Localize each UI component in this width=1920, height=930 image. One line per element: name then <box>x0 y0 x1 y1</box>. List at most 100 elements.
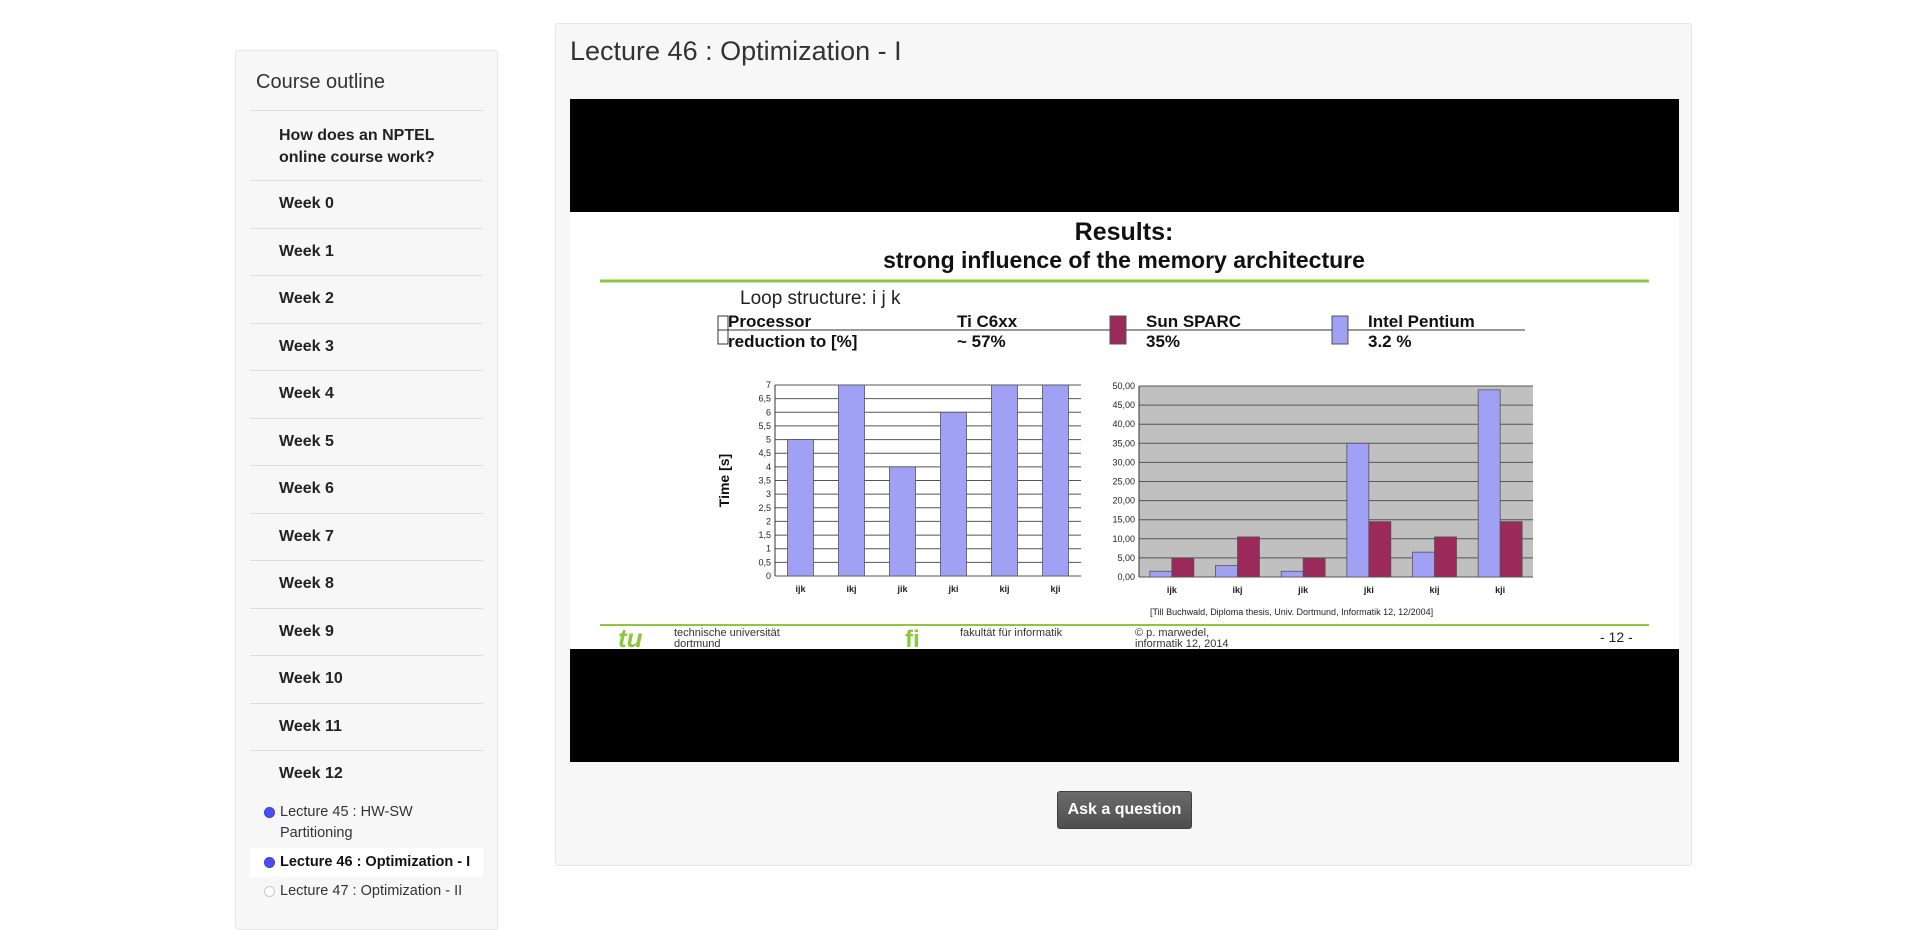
y-tick-label: 0,5 <box>758 557 771 567</box>
bar <box>1237 536 1260 578</box>
ask-question-button[interactable]: Ask a question <box>1057 791 1192 829</box>
sidebar-item-week-8[interactable]: Week 8 <box>250 560 483 608</box>
slide-page-number: - 12 - <box>1600 629 1633 645</box>
y-tick-label: 50,00 <box>1112 381 1135 391</box>
y-tick-label: 2 <box>766 516 771 526</box>
x-tick-label: ijk <box>795 584 806 594</box>
bar <box>1368 521 1392 578</box>
y-tick-label: 3,5 <box>758 476 771 486</box>
y-tick-label: 30,00 <box>1112 457 1135 467</box>
sparc-swatch <box>1109 315 1127 345</box>
slide-title-line2: strong influence of the memory architect… <box>883 247 1365 273</box>
bar <box>1215 565 1238 578</box>
y-tick-label: 15,00 <box>1112 515 1135 525</box>
uni-line2: dortmund <box>674 638 720 649</box>
bar <box>787 439 814 577</box>
footer: tu technische universität dortmund fi fa… <box>618 623 1633 653</box>
pentium-swatch <box>1331 315 1349 345</box>
bar <box>838 384 865 577</box>
x-tick-label: kij <box>999 584 1009 594</box>
y-axis-label: Time [s] <box>716 454 732 507</box>
x-tick-label: jik <box>896 584 908 594</box>
table-sparc-value: 35% <box>1146 332 1180 351</box>
loop-structure-label: Loop structure: i j k <box>740 288 901 309</box>
sidebar-item-week-3[interactable]: Week 3 <box>250 322 483 371</box>
fi-logo: fi <box>905 626 920 649</box>
bar <box>889 466 916 577</box>
y-tick-label: 10,00 <box>1112 534 1135 544</box>
x-tick-label: ikj <box>846 584 856 594</box>
sidebar-item-week-4[interactable]: Week 4 <box>250 370 483 418</box>
video-player[interactable]: Results: strong influence of the memory … <box>570 99 1679 762</box>
bar <box>1042 384 1069 577</box>
sidebar-item-week-11[interactable]: Week 11 <box>250 702 483 751</box>
sidebar-item-week-2[interactable]: Week 2 <box>250 275 483 323</box>
reduction-table: Processor Ti C6xx Sun SPARC Intel Pentiu… <box>717 312 1525 351</box>
x-tick-label: jki <box>947 584 958 594</box>
page-title: Lecture 46 : Optimization - I <box>570 36 902 66</box>
table-pentium-value: 3.2 % <box>1368 332 1411 351</box>
lecture-item-45[interactable]: Lecture 45 : HW-SW Partitioning <box>250 798 483 848</box>
author-line1: © p. marwedel, <box>1135 627 1209 639</box>
table-ti-label: Ti C6xx <box>957 312 1018 331</box>
sidebar-item-week-0[interactable]: Week 0 <box>250 180 483 228</box>
y-tick-label: 6 <box>766 407 771 417</box>
bar <box>1171 557 1195 578</box>
bar <box>940 411 967 577</box>
table-sparc-label: Sun SPARC <box>1146 312 1241 331</box>
lecture-content-panel: Lecture 46 : Optimization - I Results: s… <box>555 23 1692 866</box>
sidebar-item-week-12[interactable]: Week 12 <box>250 750 483 798</box>
bar <box>1477 389 1501 578</box>
y-tick-label: 0,00 <box>1117 572 1135 582</box>
y-tick-label: 7 <box>766 380 771 390</box>
y-tick-label: 3 <box>766 489 771 499</box>
y-tick-label: 25,00 <box>1112 477 1135 487</box>
y-tick-label: 45,00 <box>1112 400 1135 410</box>
lecture-item-46[interactable]: Lecture 46 : Optimization - I <box>250 847 483 877</box>
y-tick-label: 5,5 <box>758 421 771 431</box>
lecture-item-47[interactable]: Lecture 47 : Optimization - II <box>250 877 483 906</box>
x-tick-label: jik <box>1297 585 1309 595</box>
lecture-label: Lecture 45 : HW-SW Partitioning <box>280 803 413 841</box>
y-tick-label: 1,5 <box>758 530 771 540</box>
sidebar-item-week-7[interactable]: Week 7 <box>250 512 483 561</box>
table-ti-value: ~ 57% <box>957 332 1006 351</box>
y-tick-label: 4,5 <box>758 448 771 458</box>
y-tick-label: 35,00 <box>1112 438 1135 448</box>
bar <box>1302 557 1326 578</box>
lecture-slide: Results: strong influence of the memory … <box>570 212 1679 653</box>
y-tick-label: 6,5 <box>758 394 771 404</box>
table-reduction-label: reduction to [%] <box>728 332 857 351</box>
y-tick-label: 2,5 <box>758 503 771 513</box>
slide-canvas: Results: strong influence of the memory … <box>600 218 1649 653</box>
sidebar-item-how-it-works[interactable]: How does an NPTEL online course work? <box>250 110 483 180</box>
sidebar-item-week-5[interactable]: Week 5 <box>250 417 483 466</box>
bar <box>1346 442 1370 578</box>
visited-dot-icon <box>264 806 275 818</box>
bar <box>1149 570 1173 578</box>
x-tick-label: kji <box>1050 584 1060 594</box>
x-tick-label: ijk <box>1167 585 1178 595</box>
y-tick-label: 4 <box>766 462 771 472</box>
y-tick-label: 1 <box>766 544 771 554</box>
bar <box>1412 551 1435 578</box>
uni-line1: technische universität <box>674 627 780 639</box>
bar <box>1434 536 1457 578</box>
x-tick-label: jki <box>1363 585 1374 595</box>
bar <box>991 384 1018 577</box>
slide-title-line1: Results: <box>1075 218 1174 246</box>
y-tick-label: 40,00 <box>1112 419 1135 429</box>
y-tick-label: 5,00 <box>1117 553 1135 563</box>
y-tick-label: 0 <box>766 571 771 581</box>
tu-logo: tu <box>618 623 643 649</box>
sidebar-item-week-6[interactable]: Week 6 <box>250 465 483 513</box>
bar <box>1280 570 1304 578</box>
table-processor-label: Processor <box>728 312 812 331</box>
sidebar-item-week-9[interactable]: Week 9 <box>250 607 483 656</box>
y-tick-label: 5 <box>766 435 771 445</box>
reduction-bar-chart: 0,00 5,00 10,00 15,00 20,00 25,00 30,00 35,00 40… <box>1112 381 1533 595</box>
current-dot-icon <box>264 856 275 868</box>
sidebar-item-week-1[interactable]: Week 1 <box>250 227 483 276</box>
x-tick-label: kij <box>1429 585 1439 595</box>
sidebar-item-week-10[interactable]: Week 10 <box>250 655 483 703</box>
